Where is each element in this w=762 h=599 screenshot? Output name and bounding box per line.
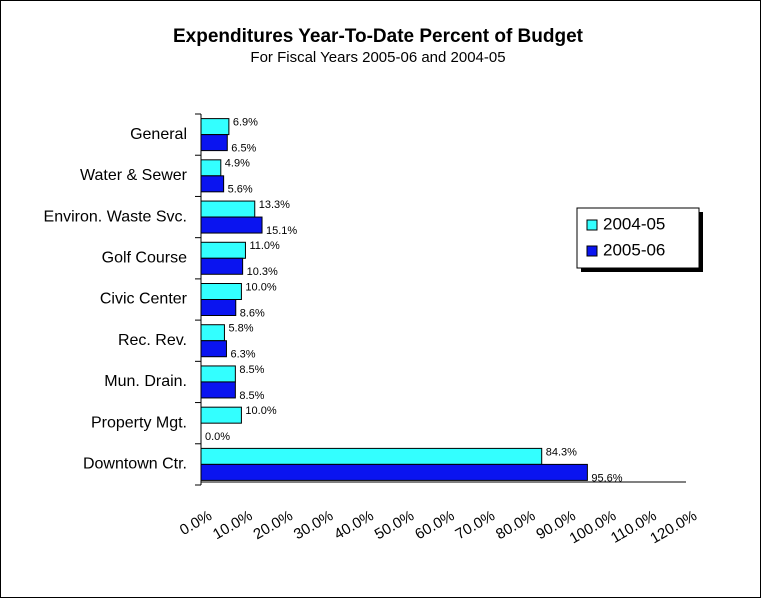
bar [200,241,246,259]
bar [200,134,228,152]
y-tick-label: General [130,126,187,143]
bar [200,257,244,275]
bar [200,200,256,218]
chart-title: Expenditures Year-To-Date Percent of Bud… [173,26,584,47]
value-label: 8.6% [240,307,265,319]
legend-label: 2004-05 [603,214,665,233]
value-label: 95.6% [591,472,622,484]
value-label: 4.9% [225,158,250,170]
bar [200,299,237,316]
bar [200,406,242,424]
value-label: 13.3% [259,199,290,211]
legend-swatch [586,219,598,231]
value-label: 15.1% [266,225,297,237]
bar [200,118,230,136]
value-label: 5.6% [228,184,253,196]
y-tick-label: Mun. Drain. [104,373,187,390]
y-tick-label: Downtown Ctr. [83,456,187,473]
value-label: 0.0% [205,431,230,443]
bar [200,340,227,358]
bar [200,283,242,300]
value-label: 10.0% [245,281,276,293]
value-label: 6.3% [230,349,255,361]
value-label: 84.3% [546,446,577,458]
legend-swatch [586,245,598,257]
y-tick-label: Environ. Waste Svc. [44,208,187,225]
bar [200,463,588,481]
y-tick-label: Golf Course [102,249,187,266]
chart-subtitle: For Fiscal Years 2005-06 and 2004-05 [250,49,505,66]
value-label: 8.5% [239,364,264,376]
legend-box [576,207,700,269]
bar [200,159,222,177]
y-tick-label: Water & Sewer [80,167,188,184]
value-label: 10.3% [247,266,278,278]
bar [200,324,225,342]
y-tick-label: Civic Center [100,291,188,308]
y-tick-label: Rec. Rev. [118,332,187,349]
legend-label: 2005-06 [603,240,665,259]
value-label: 6.9% [233,117,258,129]
value-label: 10.0% [245,405,276,417]
value-label: 11.0% [249,240,280,252]
value-label: 6.5% [231,143,256,155]
y-tick-label: Property Mgt. [91,414,187,431]
bar [200,381,236,399]
value-label: 5.8% [228,323,253,335]
bar [200,216,263,234]
bar [200,447,543,465]
bar [200,365,236,383]
bar [200,175,225,193]
value-label: 8.5% [239,390,264,402]
